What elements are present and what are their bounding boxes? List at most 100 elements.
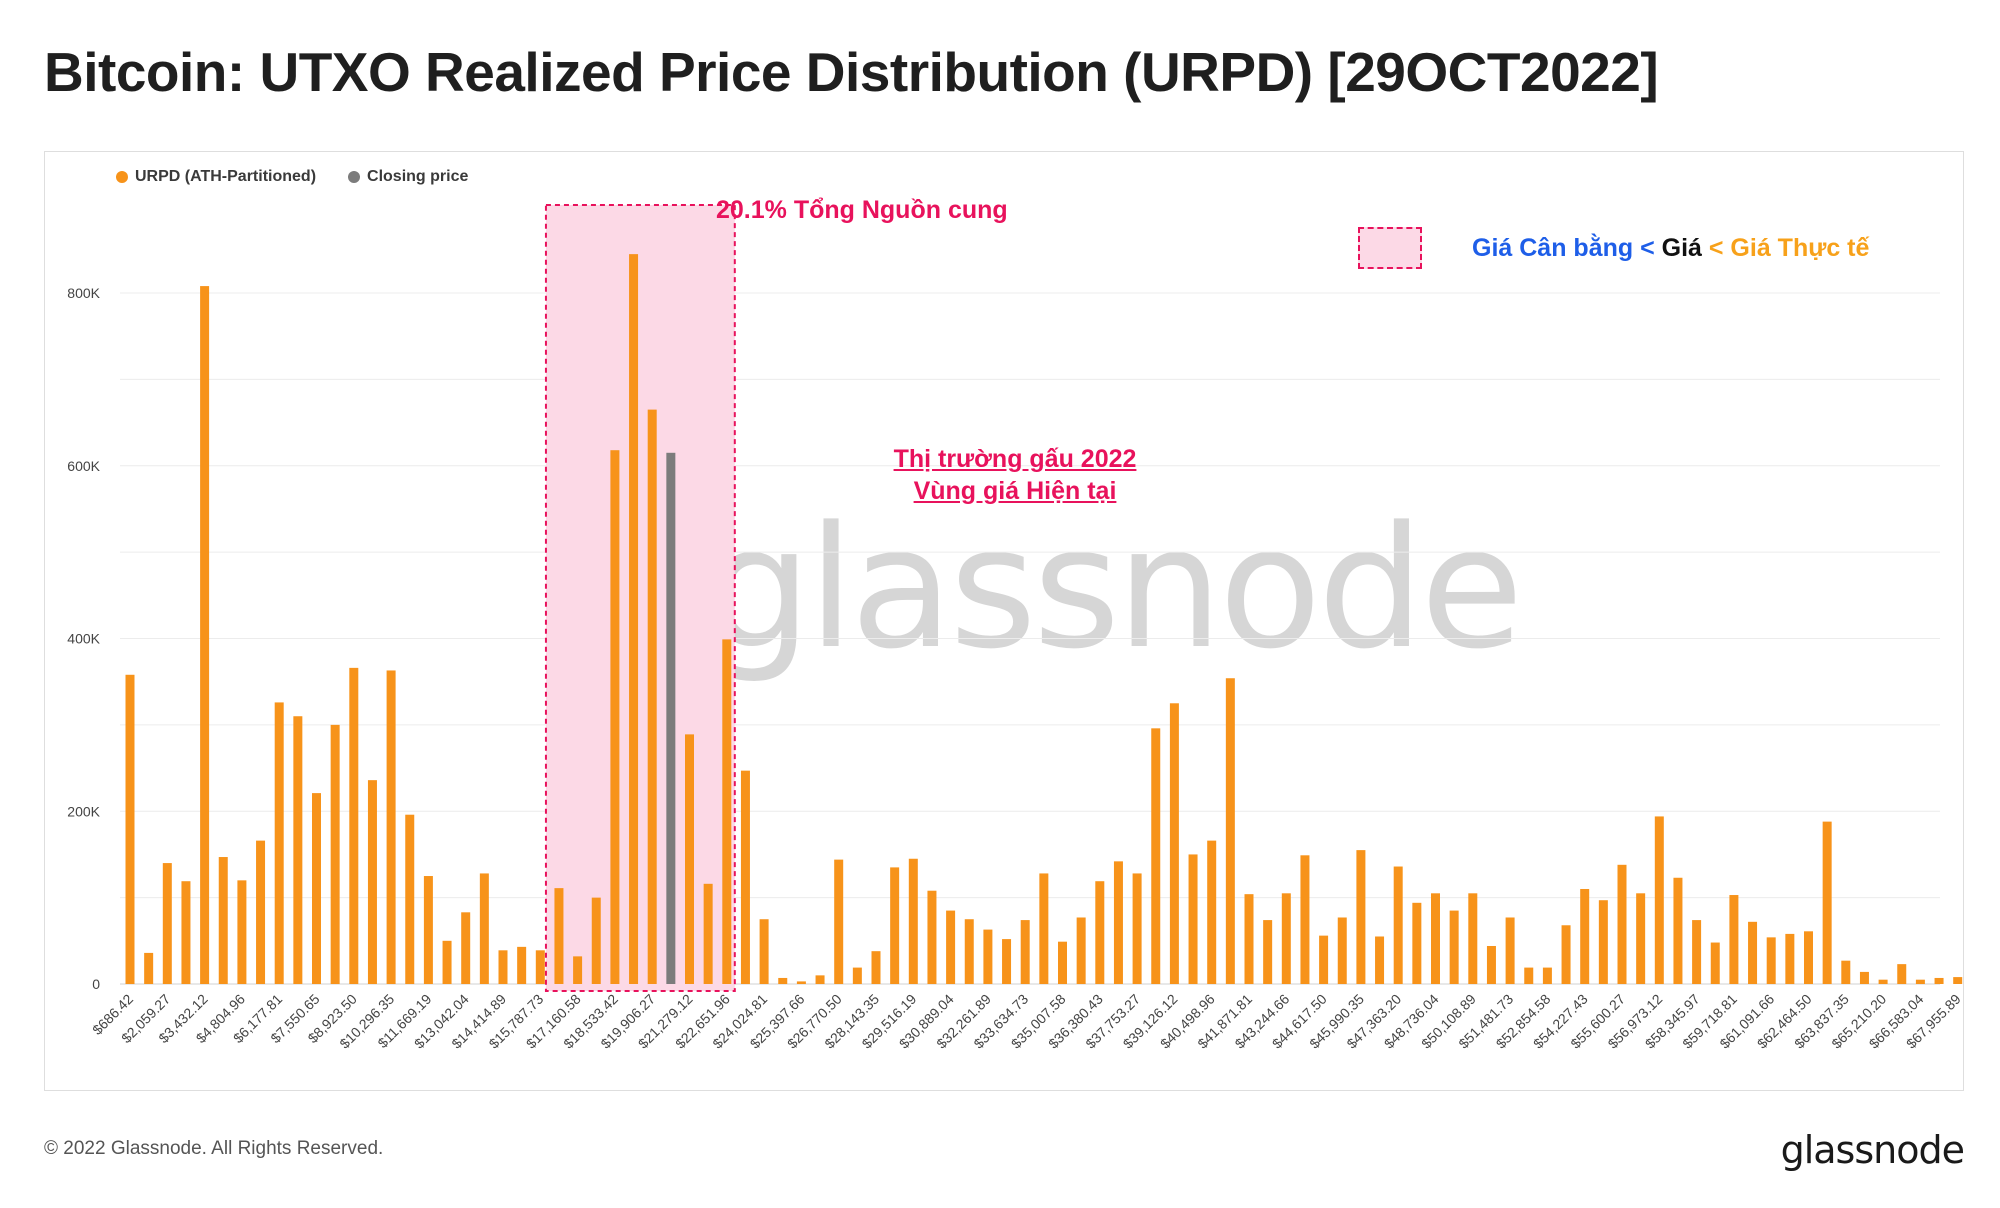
bar: [1915, 979, 1925, 984]
bar: [1934, 977, 1944, 984]
bar: [796, 981, 806, 984]
bar: [778, 977, 788, 984]
bar: [1393, 866, 1403, 984]
price-relation-part-2: Giá: [1654, 234, 1702, 262]
bar: [871, 951, 881, 984]
bar: [1431, 893, 1440, 984]
bar: [1897, 964, 1907, 984]
bar: [1113, 861, 1123, 984]
bar: [1729, 895, 1739, 984]
legend-label-urpd: URPD (ATH-Partitioned): [135, 168, 317, 185]
bar: [1878, 979, 1888, 984]
bar: [1039, 873, 1049, 984]
bar: [1710, 942, 1720, 984]
bear-market-line-2: Vùng giá Hiện tại: [913, 477, 1117, 505]
y-tick-label: 400K: [67, 631, 100, 647]
bar: [1654, 816, 1664, 984]
bar: [312, 793, 321, 984]
bear-market-annotation: Thị trường gấu 2022 Vùng giá Hiện tại: [850, 443, 1180, 507]
bar: [647, 409, 657, 984]
y-tick-label: 800K: [67, 285, 100, 301]
bar: [908, 858, 918, 984]
footer-copyright: © 2022 Glassnode. All Rights Reserved.: [44, 1138, 384, 1159]
legend-item-urpd[interactable]: URPD (ATH-Partitioned): [116, 168, 316, 186]
bar: [1375, 936, 1385, 984]
bar: [834, 859, 844, 984]
bar: [144, 952, 154, 984]
bar: [1580, 888, 1590, 984]
bar: [946, 910, 956, 984]
bar: [1859, 971, 1869, 984]
bar: [554, 888, 564, 984]
bar: [573, 956, 583, 984]
bar: [1822, 821, 1832, 984]
bar: [629, 254, 639, 985]
highlight-region: [544, 204, 736, 992]
bar: [535, 950, 545, 984]
highlight-legend-swatch: [1358, 227, 1422, 269]
bar: [1449, 910, 1459, 984]
price-relation-legend: Giá Cân bằng < Giá < Giá Thực tế: [1472, 234, 1869, 263]
bar: [274, 702, 284, 984]
bar: [1207, 840, 1217, 984]
bar: [890, 867, 900, 984]
glassnode-logo[interactable]: glassnode: [1780, 1128, 1965, 1172]
y-tick-label: 600K: [67, 458, 100, 474]
bar: [1617, 864, 1627, 984]
price-relation-part-3: < Giá Thực tế: [1701, 234, 1870, 262]
bar: [1804, 931, 1813, 984]
watermark: glassnode: [705, 490, 1524, 686]
bar: [517, 946, 527, 984]
bar: [722, 639, 732, 984]
bar: [181, 881, 191, 984]
bar: [1561, 925, 1571, 984]
legend-label-closing-price: Closing price: [367, 168, 469, 185]
bar: [1300, 855, 1310, 984]
bar: [1524, 967, 1534, 984]
bar: [1058, 941, 1067, 984]
bar: [479, 873, 489, 984]
bar: [1636, 893, 1646, 984]
bar: [1692, 920, 1702, 984]
bar: [349, 667, 359, 984]
bar: [815, 975, 825, 984]
bar: [1002, 939, 1012, 984]
bar: [1356, 850, 1366, 984]
bar: [386, 670, 396, 984]
bar: [1132, 873, 1142, 984]
bar: [1188, 854, 1198, 984]
bar: [591, 897, 601, 984]
bar: [1953, 977, 1963, 984]
bar: [1766, 937, 1776, 984]
bar: [1542, 967, 1552, 984]
legend-dot-closing-price: [348, 171, 361, 183]
bar: [1281, 893, 1291, 984]
bar: [1225, 678, 1235, 984]
bar: [1263, 920, 1273, 984]
bar: [200, 286, 210, 985]
bar: [703, 883, 713, 984]
bar: [1468, 893, 1478, 984]
bar: [1244, 894, 1254, 984]
bear-market-line-1: Thị trường gấu 2022: [893, 445, 1137, 473]
bar: [461, 912, 471, 984]
legend-item-closing-price[interactable]: Closing price: [348, 168, 468, 186]
bar: [1020, 920, 1030, 984]
bar: [162, 863, 172, 984]
bar: [1598, 900, 1608, 984]
y-tick-label: 200K: [67, 803, 100, 819]
bar: [983, 929, 993, 984]
bar: [293, 716, 303, 984]
bar: [1748, 921, 1758, 984]
y-tick-label: 0: [92, 976, 100, 992]
bar: [218, 857, 228, 984]
bar: [610, 450, 620, 984]
bar: [237, 880, 247, 984]
supply-annotation: 20.1% Tổng Nguồn cung: [716, 196, 1008, 224]
bar: [1169, 703, 1179, 984]
bar: [685, 734, 694, 984]
legend-dot-urpd: [116, 171, 128, 183]
bar: [330, 724, 340, 984]
bar: [1841, 960, 1851, 984]
